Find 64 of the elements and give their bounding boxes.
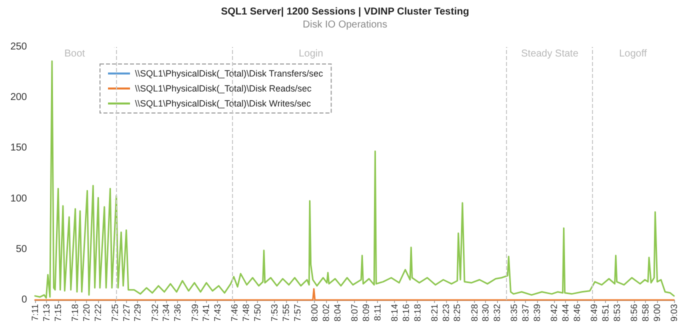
x-tick-label: 8:00 (310, 304, 320, 322)
legend-label: \\SQL1\PhysicalDisk(_Total)\Disk Transfers/sec (135, 68, 324, 78)
chart-subtitle: Disk IO Operations (302, 20, 388, 30)
x-tick-label: 8:58 (640, 304, 650, 322)
y-tick-label: 100 (10, 193, 28, 204)
x-tick-label: 8:39 (532, 304, 542, 322)
x-tick-label: 7:53 (270, 304, 280, 322)
chart-title: SQL1 Server| 1200 Sessions | VDINP Cluster Testing (220, 6, 470, 18)
x-tick-label: 8:49 (589, 304, 600, 322)
x-tick-label: 8:09 (360, 304, 371, 322)
y-tick-label: 250 (10, 42, 28, 52)
x-tick-label: 7:48 (241, 304, 252, 322)
x-tick-label: 7:29 (132, 304, 143, 322)
y-tick-label: 200 (10, 92, 28, 104)
x-tick-label: 8:51 (600, 304, 611, 322)
x-tick-label: 8:53 (612, 304, 622, 322)
x-tick-label: 9:00 (652, 304, 662, 322)
x-tick-label: 7:41 (201, 304, 212, 322)
x-tick-label: 8:28 (469, 304, 480, 322)
x-tick-label: 7:15 (52, 304, 63, 322)
x-tick-label: 7:25 (110, 304, 120, 322)
band-label: Boot (64, 48, 86, 60)
x-tick-label: 8:02 (320, 304, 331, 322)
y-tick-label: 150 (10, 142, 28, 154)
x-tick-label: 8:30 (480, 304, 491, 322)
band-label: Login (298, 48, 324, 60)
x-tick-label: 7:22 (92, 304, 103, 322)
x-tick-label: 8:42 (549, 304, 560, 322)
x-tick-label: 7:57 (292, 304, 302, 322)
x-tick-label: 8:07 (350, 304, 360, 322)
x-tick-label: 8:23 (440, 304, 451, 322)
x-tick-label: 7:46 (230, 304, 240, 322)
y-tick-label: 0 (21, 294, 28, 306)
x-tick-label: 7:13 (41, 304, 52, 322)
x-tick-label: 8:11 (372, 304, 382, 321)
x-tick-label: 8:04 (332, 304, 342, 322)
x-tick-label: 8:32 (492, 304, 502, 322)
x-tick-label: 8:37 (520, 304, 531, 322)
x-tick-label: 7:55 (281, 304, 292, 322)
x-tick-label: 7:39 (190, 304, 200, 322)
x-tick-label: 7:43 (212, 304, 223, 322)
x-tick-label: 8:35 (509, 304, 520, 322)
x-tick-label: 7:50 (252, 304, 263, 322)
band-label: Logoff (619, 48, 647, 60)
band-label: Steady State (521, 48, 579, 60)
x-tick-label: 8:21 (429, 304, 440, 322)
legend-label: \\SQL1\PhysicalDisk(_Total)\Disk Reads/sec (135, 84, 312, 94)
x-tick-label: 7:20 (81, 304, 92, 322)
x-tick-label: 7:11 (30, 304, 40, 321)
x-tick-label: 8:16 (400, 304, 411, 322)
y-tick-label: 50 (16, 244, 28, 255)
x-tick-label: 7:27 (121, 304, 132, 322)
x-tick-label: 8:46 (572, 304, 582, 322)
x-tick-label: 9:03 (669, 304, 679, 322)
x-tick-label: 7:36 (172, 304, 183, 322)
x-tick-label: 8:25 (452, 304, 462, 322)
x-tick-label: 8:44 (560, 304, 571, 322)
x-tick-label: 8:18 (412, 304, 422, 322)
x-tick-label: 7:32 (150, 304, 160, 322)
x-tick-label: 7:34 (161, 304, 172, 322)
x-tick-label: 7:18 (70, 304, 80, 322)
x-tick-label: 8:56 (629, 304, 640, 322)
x-tick-label: 8:14 (389, 304, 400, 322)
legend-label: \\SQL1\PhysicalDisk(_Total)\Disk Writes/sec (135, 98, 312, 108)
